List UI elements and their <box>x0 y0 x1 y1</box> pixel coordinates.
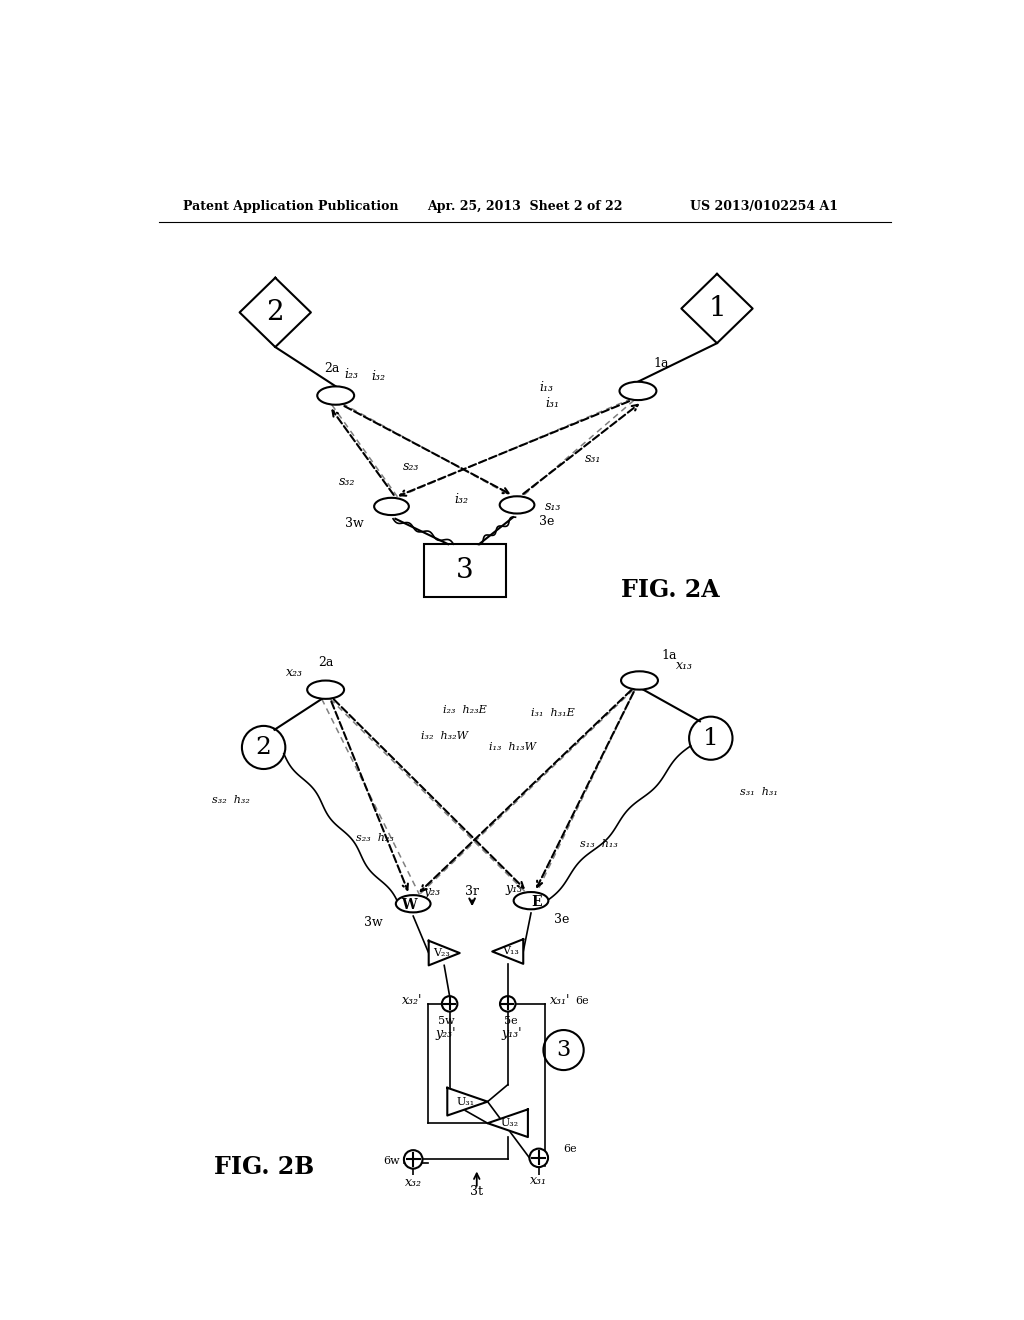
Text: x₂₃: x₂₃ <box>286 667 303 680</box>
Ellipse shape <box>307 681 344 698</box>
Text: i₂₃: i₂₃ <box>344 367 358 380</box>
Text: US 2013/0102254 A1: US 2013/0102254 A1 <box>689 201 838 214</box>
Text: 1: 1 <box>709 296 726 322</box>
Text: x₁₃: x₁₃ <box>676 659 693 672</box>
Text: i₃₂: i₃₂ <box>455 492 468 506</box>
Text: 3w: 3w <box>364 916 382 929</box>
Circle shape <box>242 726 286 770</box>
Text: s₃₂: s₃₂ <box>338 475 354 488</box>
Text: 1a: 1a <box>662 649 677 663</box>
Ellipse shape <box>317 387 354 405</box>
Text: 1: 1 <box>702 727 719 750</box>
Text: i₃₁  h₃₁E: i₃₁ h₃₁E <box>530 708 574 718</box>
Ellipse shape <box>620 381 656 400</box>
Ellipse shape <box>621 672 658 689</box>
Text: s₃₁: s₃₁ <box>585 453 601 465</box>
Text: 3w: 3w <box>345 517 364 529</box>
Text: 3: 3 <box>556 1039 570 1061</box>
Text: y₁₃: y₁₃ <box>506 882 522 895</box>
Text: 6w: 6w <box>383 1156 399 1166</box>
Text: s₁₃: s₁₃ <box>545 500 561 513</box>
Ellipse shape <box>514 892 549 909</box>
Text: FIG. 2B: FIG. 2B <box>214 1155 313 1179</box>
Text: 3e: 3e <box>539 515 554 528</box>
Text: s₃₂  h₃₂: s₃₂ h₃₂ <box>212 795 250 805</box>
Text: 3r: 3r <box>465 884 479 898</box>
Text: 6e: 6e <box>575 995 589 1006</box>
Text: i₃₂: i₃₂ <box>372 370 385 383</box>
Text: FIG. 2A: FIG. 2A <box>622 578 720 602</box>
Text: i₃₁: i₃₁ <box>546 397 560 409</box>
Text: 2a: 2a <box>325 362 340 375</box>
Text: 3e: 3e <box>554 912 569 925</box>
Text: 6e: 6e <box>563 1143 577 1154</box>
Text: E: E <box>531 895 542 909</box>
Text: s₂₃: s₂₃ <box>402 459 419 473</box>
Text: y₂₃: y₂₃ <box>423 884 440 898</box>
Text: W: W <box>401 899 417 912</box>
Circle shape <box>529 1148 548 1167</box>
Text: U₃₁: U₃₁ <box>456 1097 474 1106</box>
Text: x₃₂': x₃₂' <box>402 994 423 1007</box>
Text: 1a: 1a <box>653 358 669 371</box>
Text: Patent Application Publication: Patent Application Publication <box>183 201 398 214</box>
Text: 2: 2 <box>256 737 271 759</box>
Ellipse shape <box>396 895 430 912</box>
Text: s₂₃  h₂₃: s₂₃ h₂₃ <box>355 833 393 843</box>
Text: V₁₃: V₁₃ <box>502 946 518 957</box>
Text: i₃₂  h₃₂W: i₃₂ h₃₂W <box>421 731 468 741</box>
Text: i₁₃  h₁₃W: i₁₃ h₁₃W <box>488 742 536 751</box>
Ellipse shape <box>374 498 409 515</box>
Circle shape <box>689 717 732 760</box>
Text: y₂₃': y₂₃' <box>435 1027 456 1040</box>
Circle shape <box>500 997 515 1011</box>
Ellipse shape <box>500 496 535 513</box>
Text: 5w: 5w <box>438 1016 455 1026</box>
Text: Apr. 25, 2013  Sheet 2 of 22: Apr. 25, 2013 Sheet 2 of 22 <box>427 201 623 214</box>
Text: s₃₁  h₃₁: s₃₁ h₃₁ <box>740 787 778 797</box>
Text: i₂₃  h₂₃E: i₂₃ h₂₃E <box>443 705 487 714</box>
Bar <box>424 544 506 597</box>
Text: i₁₃: i₁₃ <box>540 381 554 395</box>
Polygon shape <box>447 1088 487 1115</box>
Text: V₂₃: V₂₃ <box>433 948 451 958</box>
Circle shape <box>403 1150 423 1168</box>
Text: 3: 3 <box>457 557 474 583</box>
Text: 3t: 3t <box>470 1185 483 1199</box>
Text: 5e: 5e <box>504 1016 518 1026</box>
Circle shape <box>442 997 458 1011</box>
Text: x₃₂: x₃₂ <box>404 1176 422 1189</box>
Text: s₁₃  h₁₃: s₁₃ h₁₃ <box>581 838 618 849</box>
Circle shape <box>544 1030 584 1071</box>
Text: 2: 2 <box>266 298 284 326</box>
Text: x₃₁: x₃₁ <box>530 1175 547 1188</box>
Polygon shape <box>493 940 523 964</box>
Text: x₃₁': x₃₁' <box>550 994 570 1007</box>
Text: 2a: 2a <box>317 656 334 669</box>
Polygon shape <box>429 941 460 965</box>
Text: y₁₃': y₁₃' <box>502 1027 522 1040</box>
Text: U₃₂: U₃₂ <box>501 1118 519 1129</box>
Polygon shape <box>487 1109 528 1137</box>
